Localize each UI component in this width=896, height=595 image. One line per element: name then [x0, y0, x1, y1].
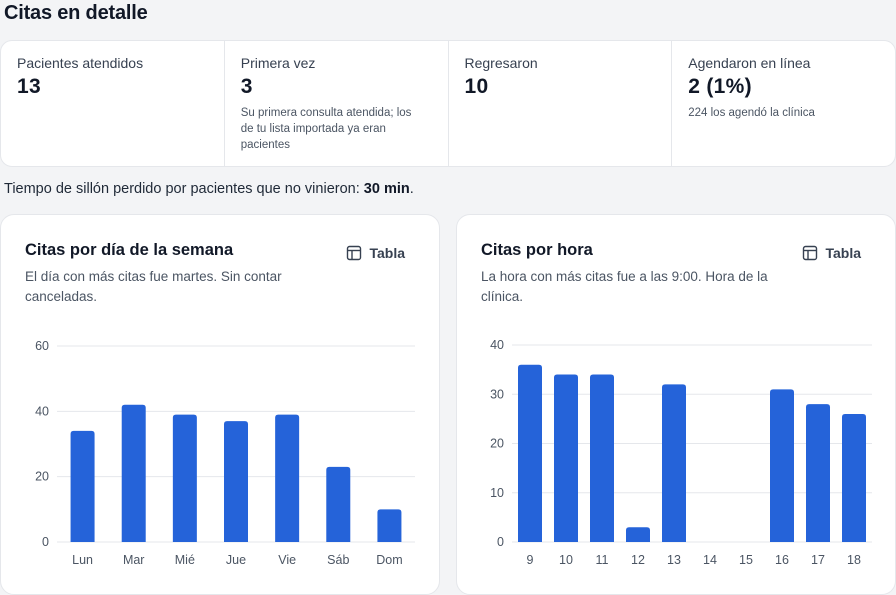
hour-bar-12[interactable]: [626, 527, 650, 542]
hour-x-tick-label: 17: [811, 553, 825, 567]
weekday-bar-chart: 0 20 40 60 Lun Mar Mié Jue Vie Sáb Dom: [35, 339, 415, 567]
weekday-x-tick-label: Lun: [72, 553, 93, 567]
weekday-bar-Dom[interactable]: [377, 509, 402, 542]
hour-x-tick-label: 15: [739, 553, 753, 567]
weekday-bar-Vie[interactable]: [275, 414, 300, 542]
weekday-x-tick-label: Mar: [123, 553, 145, 567]
chair-time-suffix: .: [409, 181, 414, 197]
weekday-x-tick-label: Jue: [226, 553, 246, 567]
weekday-bar-Mar[interactable]: [121, 404, 146, 542]
hour-bar-11[interactable]: [590, 374, 614, 542]
stat-value: 3: [240, 75, 253, 98]
table-icon: [803, 245, 818, 261]
hour-bar-18[interactable]: [842, 413, 866, 542]
stat-note: Su primera consulta atendida; los de tu …: [240, 107, 412, 151]
hour-x-tick-label: 16: [775, 553, 789, 567]
stat-label: Agendaron en línea: [688, 55, 811, 71]
hour-bar-13[interactable]: [662, 384, 686, 542]
stat-patients-attended: Pacientes atendidos 13: [1, 41, 225, 166]
hour-bar-10[interactable]: [554, 374, 578, 542]
weekday-bar-Mié[interactable]: [172, 414, 197, 542]
chair-time-lost: Tiempo de sillón perdido por pacientes q…: [4, 181, 414, 197]
table-icon: [347, 245, 362, 261]
hour-y-tick-label: 0: [497, 535, 504, 549]
hour-chart-title: Citas por hora: [481, 241, 593, 259]
weekday-chart-title: Citas por día de la semana: [25, 241, 234, 259]
weekday-chart-card: 0 20 40 60 Lun Mar Mié Jue Vie Sáb Dom Citas por d…: [0, 214, 440, 595]
hour-chart-subtitle: La hora con más citas fue a las 9:00. Ho…: [481, 269, 768, 304]
stat-value: 13: [17, 75, 41, 98]
stat-label: Pacientes atendidos: [17, 55, 144, 71]
stat-value: 2 (1%): [688, 75, 752, 98]
hour-x-tick-label: 11: [596, 553, 609, 567]
weekday-table-button[interactable]: Tabla: [346, 245, 405, 261]
hour-bar-16[interactable]: [770, 389, 794, 542]
weekday-y-tick-label: 20: [35, 470, 49, 484]
hour-x-tick-label: 14: [703, 553, 717, 567]
hour-x-tick-label: 9: [527, 553, 534, 567]
stat-label: Regresaron: [464, 55, 538, 71]
weekday-x-tick-label: Sáb: [327, 553, 349, 567]
hour-y-tick-label: 10: [490, 486, 504, 500]
weekday-x-tick-label: Mié: [175, 553, 195, 567]
stats-panel: Pacientes atendidos 13 Primera vez 3 Su …: [0, 40, 896, 167]
page-title: Citas en detalle: [4, 2, 148, 24]
weekday-y-tick-label: 40: [35, 404, 49, 418]
stat-booked-online: Agendaron en línea 2 (1%) 224 los agendó…: [672, 41, 895, 166]
stat-label: Primera vez: [240, 55, 316, 71]
weekday-y-tick-label: 0: [42, 535, 49, 549]
hour-bar-9[interactable]: [518, 364, 542, 542]
hour-y-tick-label: 40: [490, 338, 504, 352]
hour-x-tick-label: 10: [559, 553, 573, 567]
chair-time-value: 30 min: [363, 181, 410, 197]
stat-note: 224 los agendó la clínica: [688, 107, 815, 119]
table-button-label: Tabla: [825, 245, 861, 261]
chair-time-text: Tiempo de sillón perdido por pacientes q…: [4, 181, 364, 197]
hour-y-tick-label: 30: [490, 387, 504, 401]
stat-returned: Regresaron 10: [449, 41, 673, 166]
hour-table-button[interactable]: Tabla: [802, 245, 861, 261]
weekday-bar-Lun[interactable]: [70, 430, 95, 542]
hour-y-tick-label: 20: [490, 437, 504, 451]
weekday-y-tick-label: 60: [35, 339, 49, 353]
stat-value: 10: [464, 75, 489, 98]
weekday-bar-Jue[interactable]: [224, 421, 248, 542]
hour-x-tick-label: 12: [631, 553, 645, 567]
weekday-x-tick-label: Dom: [376, 553, 402, 567]
weekday-bar-Sáb[interactable]: [326, 466, 351, 542]
hour-x-tick-label: 18: [847, 553, 861, 567]
weekday-x-tick-label: Vie: [278, 553, 296, 567]
hour-bar-17[interactable]: [806, 404, 830, 542]
hour-bar-chart: 0 10 20 30 40 9 10 11 12 13 14 15 16 17 18: [490, 338, 872, 567]
stat-first-time: Primera vez 3 Su primera consulta atendi…: [225, 41, 449, 166]
table-button-label: Tabla: [369, 245, 405, 261]
weekday-chart-subtitle: El día con más citas fue martes. Sin con…: [25, 269, 282, 304]
hour-x-tick-label: 13: [667, 553, 681, 567]
hour-chart-card: 0 10 20 30 40 9 10 11 12 13 14 15 16 17 18 Citas por h…: [456, 214, 896, 595]
